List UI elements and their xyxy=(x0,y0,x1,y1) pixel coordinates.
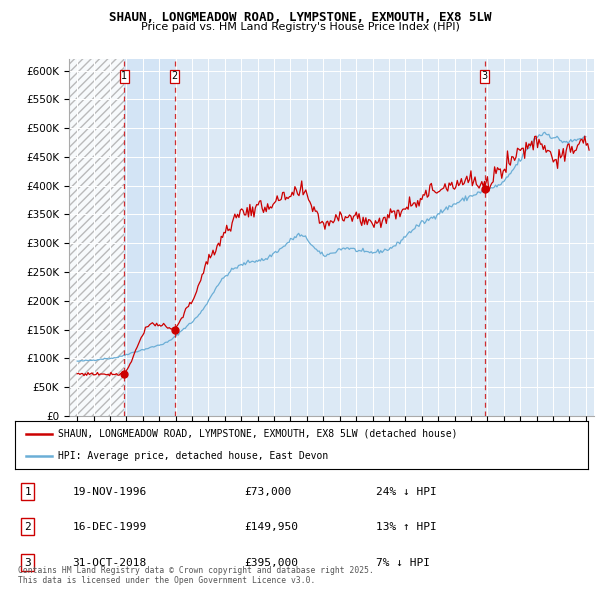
Text: SHAUN, LONGMEADOW ROAD, LYMPSTONE, EXMOUTH, EX8 5LW: SHAUN, LONGMEADOW ROAD, LYMPSTONE, EXMOU… xyxy=(109,11,491,24)
Text: SHAUN, LONGMEADOW ROAD, LYMPSTONE, EXMOUTH, EX8 5LW (detached house): SHAUN, LONGMEADOW ROAD, LYMPSTONE, EXMOU… xyxy=(58,429,457,439)
Text: 2: 2 xyxy=(24,522,31,532)
Text: 16-DEC-1999: 16-DEC-1999 xyxy=(73,522,146,532)
Text: 13% ↑ HPI: 13% ↑ HPI xyxy=(376,522,437,532)
Text: 1: 1 xyxy=(121,71,128,81)
Bar xyxy=(124,59,175,416)
Text: 19-NOV-1996: 19-NOV-1996 xyxy=(73,487,146,497)
Text: 3: 3 xyxy=(24,558,31,568)
Bar xyxy=(69,59,124,416)
Text: £395,000: £395,000 xyxy=(244,558,298,568)
Text: £73,000: £73,000 xyxy=(244,487,292,497)
Bar xyxy=(69,59,124,416)
Text: HPI: Average price, detached house, East Devon: HPI: Average price, detached house, East… xyxy=(58,451,328,461)
Text: Contains HM Land Registry data © Crown copyright and database right 2025.
This d: Contains HM Land Registry data © Crown c… xyxy=(18,566,374,585)
Text: 7% ↓ HPI: 7% ↓ HPI xyxy=(376,558,430,568)
Text: 24% ↓ HPI: 24% ↓ HPI xyxy=(376,487,437,497)
Text: 3: 3 xyxy=(482,71,488,81)
Text: 1: 1 xyxy=(24,487,31,497)
Text: 2: 2 xyxy=(172,71,178,81)
Text: £149,950: £149,950 xyxy=(244,522,298,532)
Text: 31-OCT-2018: 31-OCT-2018 xyxy=(73,558,146,568)
Text: Price paid vs. HM Land Registry's House Price Index (HPI): Price paid vs. HM Land Registry's House … xyxy=(140,22,460,32)
